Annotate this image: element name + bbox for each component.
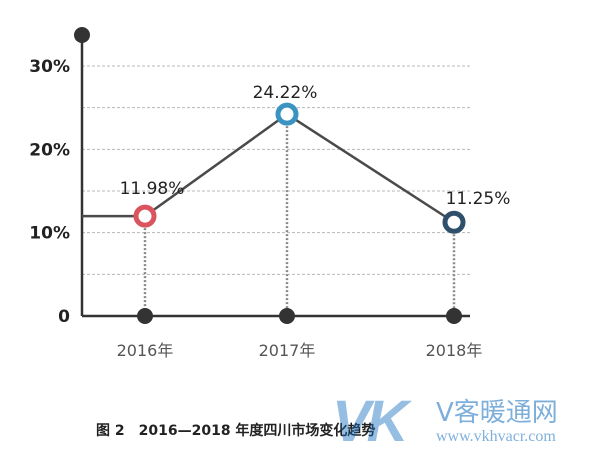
x-tick-label: 2016年: [117, 341, 174, 360]
y-tick-label: 30%: [29, 57, 70, 77]
y-axis-cap: [74, 27, 90, 43]
y-tick-label: 10%: [29, 224, 70, 244]
data-label: 24.22%: [253, 83, 318, 103]
data-point: [442, 210, 466, 234]
data-label: 11.98%: [120, 179, 185, 199]
x-tick-label: 2018年: [426, 341, 483, 360]
figure-caption: 图 2 2016—2018 年度四川市场变化趋势: [96, 420, 375, 440]
y-tick-label: 20%: [29, 140, 70, 160]
data-point: [133, 204, 157, 228]
data-label: 11.25%: [446, 189, 511, 209]
figure-number: 图 2: [96, 423, 125, 439]
data-point: [275, 102, 299, 126]
watermark-logo: VK: [332, 389, 409, 454]
watermark-name: V客暖通网: [436, 398, 558, 428]
baseline-dot: [446, 308, 462, 324]
figure-title: 2016—2018 年度四川市场变化趋势: [138, 423, 376, 439]
x-tick-label: 2017年: [259, 341, 316, 360]
baseline-dot: [137, 308, 153, 324]
y-tick-label: 0: [58, 307, 70, 327]
watermark-url: www.vkhvacr.com: [436, 428, 556, 445]
line-chart: 0 10% 20% 30% 11.98% 24.22% 11.25% 2016年 2017年 20…: [29, 27, 511, 360]
watermark: VK V客暖通网 www.vkhvacr.com: [332, 388, 592, 458]
series-line: [82, 112, 455, 224]
baseline-dot: [279, 308, 295, 324]
